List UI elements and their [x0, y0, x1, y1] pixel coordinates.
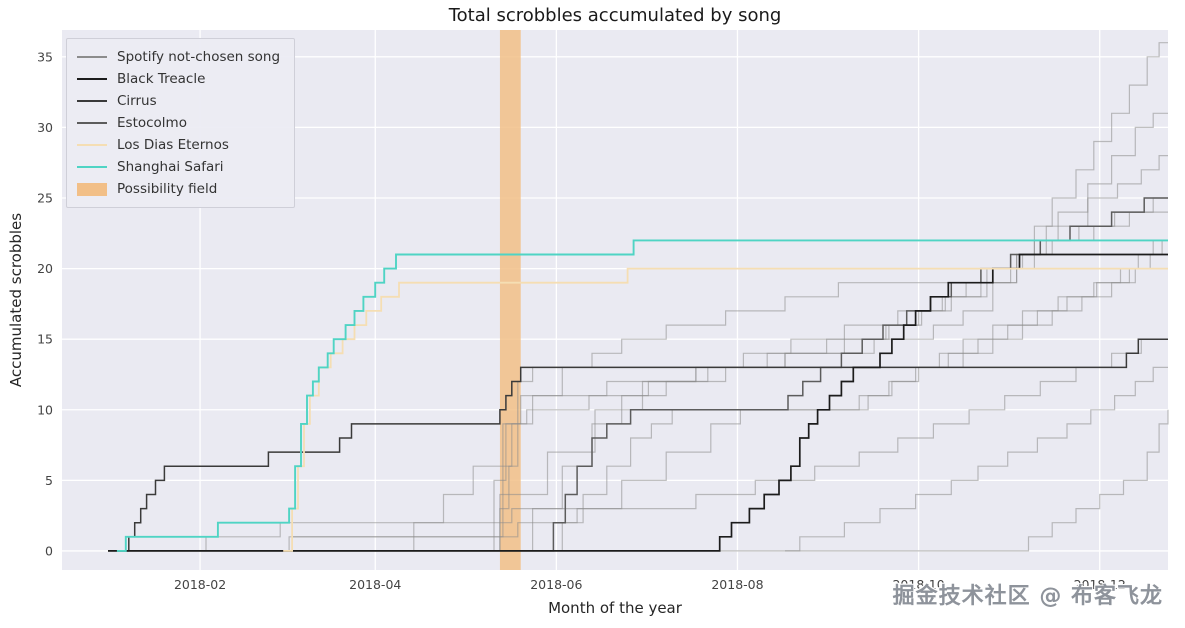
- y-tick-label: 15: [37, 332, 53, 347]
- legend-label: Black Treacle: [117, 71, 206, 87]
- y-tick-label: 30: [37, 120, 53, 135]
- series-black-treacle: [108, 253, 1168, 552]
- legend-label: Estocolmo: [117, 115, 187, 131]
- series-cirrus: [119, 338, 1168, 552]
- chart-title: Total scrobbles accumulated by song: [448, 5, 782, 26]
- legend-swatch: [77, 122, 107, 124]
- tick-labels: 0 5 10 15 20 25 30 35 2018-02 2018-04 2018-06 2018-…: [37, 49, 1126, 592]
- series-spotify-not-chosen-song: [108, 409, 1169, 552]
- legend-swatch: [77, 144, 107, 146]
- x-tick-label: 2018-02: [174, 577, 226, 592]
- legend-item-los-dias-eternos: Los Dias Eternos: [77, 134, 280, 156]
- x-tick-label: 2018-10: [892, 577, 944, 592]
- legend-item-shanghai-safari: Shanghai Safari: [77, 156, 280, 178]
- series-estocolmo: [108, 197, 1168, 552]
- legend-item-cirrus: Cirrus: [77, 90, 280, 112]
- legend-item-spotify-not-chosen-song: Spotify not-chosen song: [77, 46, 280, 68]
- watermark: 掘金技术社区 @ 布客飞龙: [892, 584, 1163, 609]
- possibility-field-band: [499, 30, 521, 570]
- y-tick-label: 25: [37, 191, 53, 206]
- legend-swatch: [77, 78, 107, 80]
- x-tick-label: 2018-04: [349, 577, 401, 592]
- legend-label: Cirrus: [117, 93, 157, 109]
- legend-label: Shanghai Safari: [117, 159, 224, 175]
- legend-label: Possibility field: [117, 181, 218, 197]
- y-tick-label: 10: [37, 402, 53, 417]
- series-spotify-not-chosen-song: [785, 366, 1168, 552]
- y-tick-label: 5: [45, 473, 53, 488]
- series-shanghai-safari: [116, 239, 1168, 552]
- legend-item-black-treacle: Black Treacle: [77, 68, 280, 90]
- legend-swatch: [77, 100, 107, 102]
- legend-label: Los Dias Eternos: [117, 137, 229, 153]
- x-tick-label: 2018-12: [1074, 577, 1126, 592]
- series-spotify-not-chosen-song: [547, 268, 1168, 552]
- legend-item-estocolmo: Estocolmo: [77, 112, 280, 134]
- x-tick-label: 2018-06: [530, 577, 582, 592]
- legend-swatch: [77, 56, 107, 58]
- y-tick-label: 0: [45, 543, 53, 558]
- x-tick-label: 2018-08: [711, 577, 763, 592]
- legend-label: Spotify not-chosen song: [117, 49, 281, 65]
- x-axis-label: Month of the year: [548, 599, 682, 617]
- y-tick-label: 20: [37, 261, 53, 276]
- legend-swatch: [77, 182, 107, 196]
- legend: Spotify not-chosen song Black Treacle Cirr…: [66, 38, 296, 208]
- legend-item-possibility-field: Possibility field: [77, 178, 280, 200]
- y-tick-label: 35: [37, 49, 53, 64]
- legend-swatch: [77, 166, 107, 168]
